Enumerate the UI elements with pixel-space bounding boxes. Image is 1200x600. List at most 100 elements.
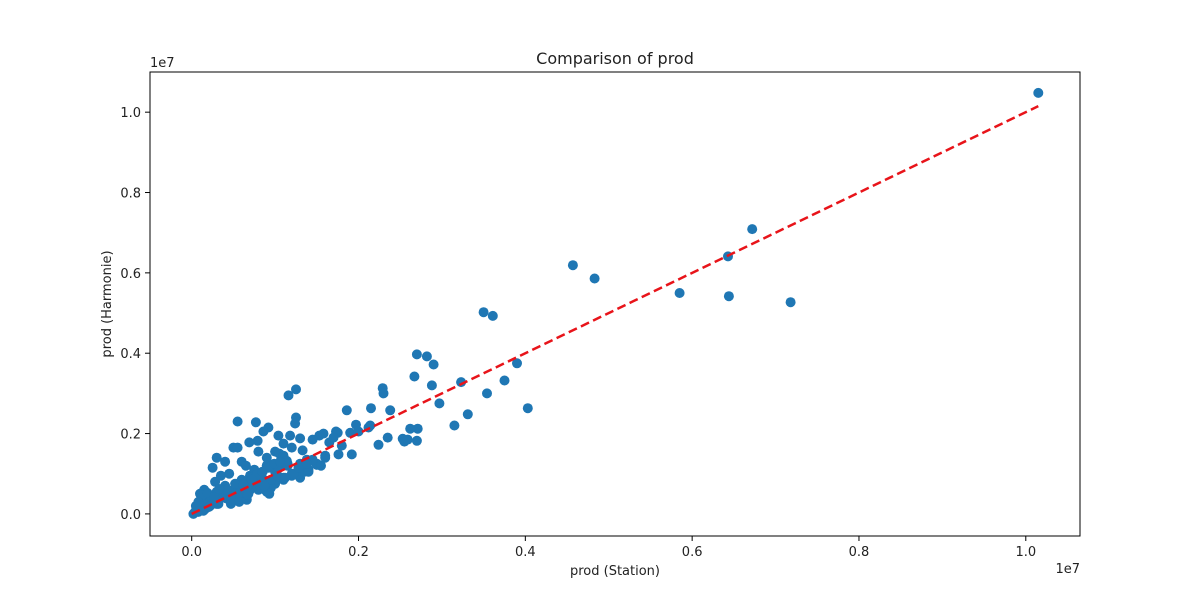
y-tick-label: 0.2: [120, 428, 141, 443]
data-point: [220, 456, 231, 467]
x-axis-label: prod (Station): [570, 564, 660, 579]
data-point: [209, 492, 220, 502]
data-point: [259, 480, 270, 491]
data-point: [382, 432, 393, 443]
data-point: [412, 423, 423, 434]
data-point: [411, 349, 422, 360]
data-point: [449, 420, 460, 431]
data-point: [405, 423, 416, 434]
data-point: [215, 470, 226, 481]
data-point: [478, 307, 489, 318]
data-point: [193, 496, 204, 507]
plot-frame: [149, 71, 1081, 537]
y-tick-label: 0.4: [120, 347, 141, 362]
data-point: [328, 432, 339, 443]
data-point: [522, 403, 533, 414]
data-point: [747, 224, 758, 235]
data-point: [723, 291, 734, 302]
data-point: [333, 449, 344, 460]
data-point: [286, 442, 297, 453]
data-point: [232, 416, 243, 427]
data-point: [411, 435, 422, 446]
data-point: [487, 310, 498, 321]
y-axis-multiplier: 1e7: [150, 56, 175, 71]
data-point: [346, 449, 357, 460]
data-point: [341, 405, 352, 416]
data-point: [409, 371, 420, 382]
data-point: [253, 446, 264, 457]
data-point: [224, 468, 235, 479]
x-axis-ticks: 0.0 0.2 0.4 0.6 0.8 1.0: [181, 536, 1036, 560]
data-point: [456, 377, 467, 388]
data-point: [264, 488, 275, 499]
data-point: [426, 380, 437, 391]
data-point: [320, 452, 331, 463]
data-point: [293, 462, 304, 473]
y-tick-label: 0.0: [120, 508, 141, 523]
data-point: [261, 452, 272, 463]
data-point: [512, 358, 522, 369]
data-point: [434, 398, 445, 409]
y-axis-ticks: 0.0 0.2 0.4 0.6 0.8 1.0: [120, 106, 150, 523]
x-tick-label: 0.4: [515, 545, 536, 560]
data-point: [378, 388, 389, 399]
data-point: [252, 435, 263, 446]
data-point: [225, 498, 236, 509]
data-point: [301, 458, 312, 469]
data-point: [214, 484, 225, 494]
y-tick-label: 1.0: [120, 106, 141, 121]
data-point: [246, 474, 257, 485]
data-point: [307, 434, 318, 445]
data-point: [366, 403, 376, 414]
data-point: [232, 442, 243, 453]
data-point: [230, 478, 241, 489]
y-axis-label: prod (Harmonie): [100, 250, 115, 357]
data-point: [499, 375, 510, 386]
data-point: [373, 439, 384, 450]
data-point: [221, 484, 232, 495]
y-tick-label: 0.8: [120, 187, 141, 202]
x-tick-label: 1.0: [1015, 545, 1036, 560]
x-tick-label: 0.6: [682, 545, 703, 560]
chart-title: Comparison of prod: [536, 49, 694, 68]
reference-line: [191, 105, 1039, 516]
data-point: [242, 489, 253, 500]
x-axis-multiplier: 1e7: [1055, 562, 1080, 577]
data-point: [385, 405, 396, 416]
data-point: [272, 470, 283, 481]
data-point: [303, 466, 314, 477]
data-point: [207, 462, 218, 473]
data-point: [402, 434, 413, 445]
data-point: [285, 430, 296, 441]
data-point: [567, 260, 578, 271]
data-point: [1033, 87, 1044, 98]
data-point: [674, 288, 685, 298]
data-point: [316, 460, 326, 471]
data-point: [244, 437, 255, 448]
data-point: [234, 496, 245, 507]
data-point: [428, 359, 439, 370]
data-point: [785, 297, 796, 308]
data-point: [291, 384, 301, 395]
data-point: [278, 438, 289, 449]
data-point: [283, 390, 294, 401]
data-point: [297, 445, 308, 456]
x-tick-label: 0.2: [348, 545, 369, 560]
data-point: [273, 430, 284, 441]
data-point: [482, 388, 492, 399]
data-point: [211, 452, 222, 463]
data-point: [295, 433, 306, 444]
data-point: [240, 460, 251, 471]
x-tick-label: 0.0: [181, 545, 202, 560]
x-tick-label: 0.8: [849, 545, 870, 560]
data-point: [258, 426, 269, 437]
data-point: [290, 418, 301, 429]
data-point: [589, 273, 600, 284]
data-point: [250, 417, 261, 428]
data-point: [421, 351, 432, 362]
data-point: [280, 472, 291, 483]
y-tick-label: 0.6: [120, 267, 141, 282]
data-point: [318, 428, 329, 439]
